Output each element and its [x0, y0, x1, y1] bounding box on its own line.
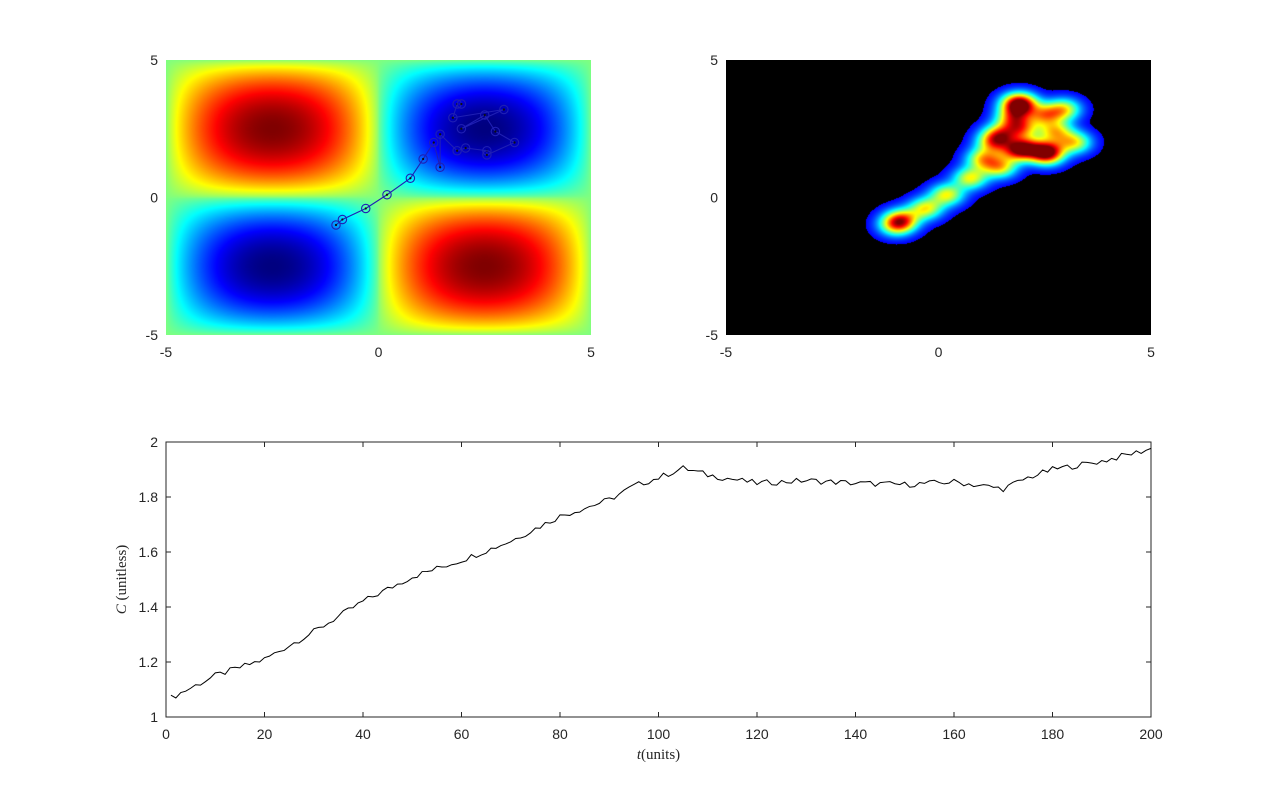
path-marker — [337, 214, 348, 225]
bottom-y-tick-label: 2 — [150, 434, 158, 450]
left-y-tick-label: 0 — [150, 190, 158, 206]
right-heatmap-field — [726, 60, 1151, 335]
path-marker — [456, 124, 467, 134]
path-marker — [361, 203, 371, 214]
left-heatmap-field — [166, 60, 591, 335]
right-x-tick-label: 0 — [935, 344, 943, 360]
right-y-tick-label: -5 — [706, 327, 719, 343]
y-axis-label: C (unitless) — [114, 545, 130, 615]
left-heatmap-path — [331, 99, 520, 230]
left-y-tick-label: 5 — [150, 52, 158, 68]
bottom-y-tick-label: 1.4 — [139, 599, 159, 615]
bottom-x-tick-label: 80 — [552, 726, 568, 742]
bottom-y-tick-label: 1.8 — [139, 489, 159, 505]
path-marker — [509, 137, 520, 148]
path-marker — [452, 146, 462, 156]
path-marker — [428, 137, 439, 148]
right-heatmap — [726, 60, 1151, 335]
bottom-x-tick-label: 160 — [942, 726, 966, 742]
right-y-tick-label: 0 — [710, 190, 718, 206]
bottom-x-tick-label: 200 — [1139, 726, 1163, 742]
left-y-tick-label: -5 — [146, 327, 159, 343]
bottom-x-tick-label: 180 — [1041, 726, 1065, 742]
path-marker — [418, 154, 428, 164]
bottom-x-tick-label: 120 — [745, 726, 769, 742]
left-x-tick-label: -5 — [160, 344, 173, 360]
bottom-x-tick-label: 20 — [257, 726, 273, 742]
bottom-y-tick-label: 1 — [150, 709, 158, 725]
left-x-tick-label: 0 — [375, 344, 383, 360]
series-line — [170, 447, 1152, 699]
bottom-x-tick-label: 0 — [162, 726, 170, 742]
bottom-x-tick-label: 140 — [844, 726, 868, 742]
bottom-plot-frame — [165, 441, 1152, 718]
x-axis-label: t(units) — [637, 747, 680, 763]
right-x-tick-label: 5 — [1147, 344, 1155, 360]
bottom-y-tick-label: 1.2 — [139, 654, 159, 670]
path-marker — [460, 143, 471, 153]
path-marker — [331, 220, 341, 230]
path-marker — [382, 190, 392, 200]
right-x-tick-label: -5 — [720, 344, 733, 360]
path-marker — [456, 99, 467, 109]
left-x-tick-label: 5 — [587, 344, 595, 360]
path-marker — [482, 150, 492, 160]
path-marker — [405, 173, 416, 184]
bottom-x-tick-label: 60 — [454, 726, 470, 742]
path-marker — [490, 126, 501, 137]
right-y-tick-label: 5 — [710, 52, 718, 68]
path-marker — [499, 104, 509, 115]
path-marker — [448, 112, 458, 123]
bottom-y-tick-label: 1.6 — [139, 544, 159, 560]
path-line — [335, 103, 516, 226]
path-marker — [435, 162, 445, 173]
left-heatmap — [166, 60, 591, 335]
path-marker — [435, 129, 445, 140]
path-marker — [479, 110, 490, 120]
bottom-x-tick-label: 40 — [355, 726, 371, 742]
bottom-x-tick-label: 100 — [647, 726, 671, 742]
